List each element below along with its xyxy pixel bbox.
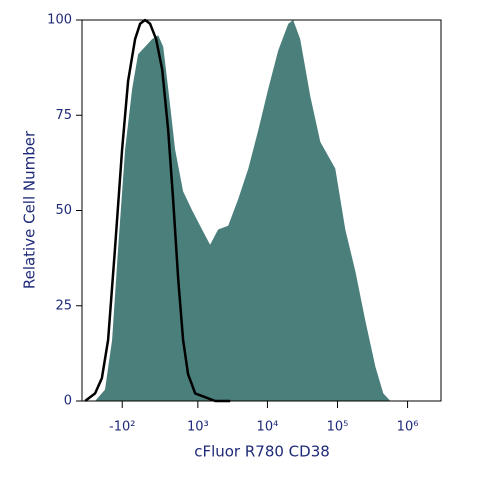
- y-tick-label: 100: [47, 13, 72, 28]
- x-tick-label: 10³: [187, 420, 209, 435]
- y-tick-label: 25: [55, 298, 72, 313]
- x-axis-title: cFluor R780 CD38: [194, 443, 330, 461]
- y-axis-title: Relative Cell Number: [21, 130, 39, 289]
- y-tick-label: 50: [55, 203, 72, 218]
- y-tick-label: 0: [64, 394, 72, 409]
- x-tick-label: -10²: [109, 420, 135, 435]
- y-tick-label: 75: [55, 108, 72, 123]
- x-tick-label: 10⁴: [257, 420, 279, 435]
- outline-histogram: [84, 18, 231, 403]
- x-tick-label: 10⁵: [327, 420, 349, 435]
- x-tick-label: 10⁶: [397, 420, 419, 435]
- filled-histogram: [95, 20, 391, 401]
